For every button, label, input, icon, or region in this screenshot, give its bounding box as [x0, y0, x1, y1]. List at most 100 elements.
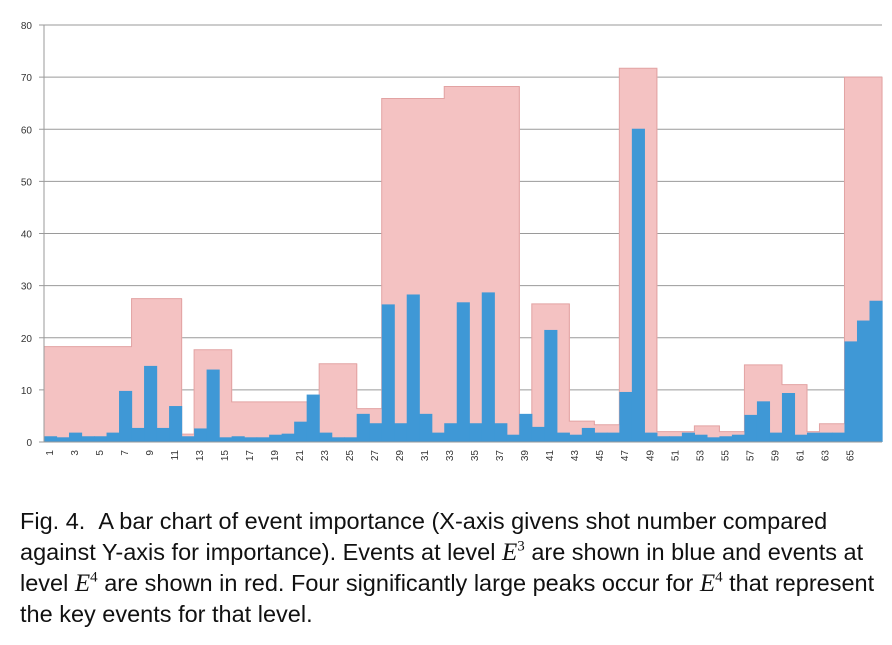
- e4-bar-16: [231, 401, 245, 442]
- e3-bar-22: [306, 394, 320, 442]
- e3-bar-34: [456, 302, 470, 442]
- e4-bar-18: [256, 401, 270, 442]
- x-tick-label-53: 53: [695, 450, 706, 462]
- e3-bar-14: [206, 369, 220, 442]
- x-tick-label-29: 29: [395, 450, 406, 462]
- e3-bar-31: [419, 413, 433, 442]
- e3-bar-62: [806, 432, 821, 442]
- e3-bar-45: [594, 432, 608, 442]
- e3-bar-6: [106, 432, 120, 442]
- e3-bar-65: [844, 341, 858, 442]
- e4-bar-8: [131, 298, 145, 442]
- e3-bar-63: [819, 432, 833, 442]
- x-tick-label-49: 49: [645, 450, 656, 462]
- e4-bar-15: [219, 349, 233, 442]
- y-tick-label-0: 0: [26, 438, 32, 449]
- e3-bar-54: [706, 437, 721, 442]
- e3-bar-37: [494, 423, 508, 442]
- e3-bar-41: [544, 329, 558, 442]
- chart-area: 0 10 20 30 40 50 60 70 80 1 3 5 7 9 11 13 15 17 19 21 23 25 2…: [21, 21, 883, 462]
- caption-e4b-superscript: 4: [715, 569, 723, 586]
- x-tick-label-39: 39: [520, 450, 531, 462]
- e3-bar-35: [469, 423, 483, 442]
- axes: [43, 25, 882, 443]
- e3-bar-51: [669, 436, 683, 442]
- e4-bar-1: [44, 346, 58, 442]
- e4-bar-59: [769, 364, 783, 442]
- caption-math-e4-second: E4: [700, 570, 723, 597]
- x-tick-label-25: 25: [345, 450, 356, 462]
- x-tick-label-31: 31: [420, 450, 431, 462]
- x-tick-label-55: 55: [720, 450, 731, 462]
- x-tick-label-13: 13: [195, 450, 206, 462]
- x-tick-label-19: 19: [270, 450, 281, 462]
- caption-text-part-3: are shown in red. Four significantly lar…: [104, 570, 694, 596]
- e4-bar-37: [494, 86, 508, 442]
- caption-e3-symbol: E: [502, 539, 518, 566]
- e3-bar-1: [44, 436, 58, 442]
- e3-bar-16: [231, 436, 245, 442]
- e3-bar-10: [156, 427, 170, 442]
- caption-e3-superscript: 3: [517, 538, 525, 555]
- e3-bar-30: [406, 294, 420, 442]
- caption-text-part-2: are shown in blue and events at level: [20, 539, 864, 596]
- e4-bar-24: [331, 363, 345, 442]
- e4-bar-32: [431, 98, 445, 442]
- x-tick-label-3: 3: [70, 450, 81, 456]
- caption-math-e3: E3: [502, 539, 525, 566]
- e3-bar-39: [519, 413, 533, 442]
- e3-bar-42: [556, 432, 570, 442]
- e3-bar-8: [131, 427, 145, 442]
- e3-bar-64: [831, 432, 846, 442]
- x-tick-label-5: 5: [95, 450, 106, 456]
- e3-bar-15: [219, 437, 233, 442]
- x-tick-label-45: 45: [595, 450, 606, 462]
- e3-series-bars: [44, 128, 883, 442]
- x-tick-label-1: 1: [45, 450, 56, 456]
- y-tick-label-20: 20: [21, 334, 33, 345]
- e3-bar-50: [656, 436, 670, 442]
- x-tick-label-61: 61: [795, 450, 806, 462]
- e3-bar-19: [269, 434, 283, 442]
- e4-bar-3: [69, 346, 83, 442]
- e3-bar-18: [256, 437, 270, 442]
- e4-bar-25: [344, 363, 358, 442]
- e4-bar-49: [644, 68, 658, 443]
- x-tick-label-7: 7: [120, 450, 131, 456]
- e3-bar-44: [581, 427, 595, 442]
- x-tick-label-9: 9: [145, 450, 156, 456]
- x-tick-label-33: 33: [445, 450, 456, 462]
- e4-bar-19: [269, 401, 283, 442]
- e3-bar-66: [856, 320, 871, 442]
- e4-bar-42: [556, 303, 570, 442]
- x-tick-label-11: 11: [170, 450, 181, 461]
- e3-bar-23: [319, 432, 333, 442]
- x-tick-label-23: 23: [320, 450, 331, 462]
- x-tick-label-37: 37: [495, 450, 506, 462]
- e3-bar-17: [244, 437, 258, 442]
- e3-bar-40: [531, 426, 545, 442]
- e4-bar-61: [794, 384, 808, 442]
- e3-bar-24: [331, 437, 345, 442]
- e3-bar-5: [94, 436, 108, 442]
- e3-bar-25: [344, 437, 358, 442]
- e3-bar-12: [181, 436, 195, 442]
- e4-bar-31: [419, 98, 433, 442]
- e3-bar-47: [619, 391, 633, 442]
- y-tick-label-60: 60: [21, 125, 33, 136]
- y-tick-label-40: 40: [21, 230, 33, 241]
- x-tick-label-51: 51: [670, 450, 681, 462]
- e4-bar-47: [619, 68, 633, 443]
- e3-bar-3: [69, 432, 83, 442]
- e3-bar-21: [294, 421, 308, 442]
- y-tick-label-30: 30: [21, 282, 33, 293]
- e4-bar-29: [394, 98, 408, 442]
- e3-bar-29: [394, 423, 408, 442]
- x-tick-label-47: 47: [620, 450, 631, 462]
- e3-bar-53: [694, 434, 708, 442]
- e3-bar-4: [81, 436, 95, 442]
- x-tick-label-27: 27: [370, 450, 381, 462]
- e3-bar-9: [144, 365, 158, 442]
- e3-bar-38: [506, 434, 520, 442]
- caption-e4-superscript: 4: [90, 569, 98, 586]
